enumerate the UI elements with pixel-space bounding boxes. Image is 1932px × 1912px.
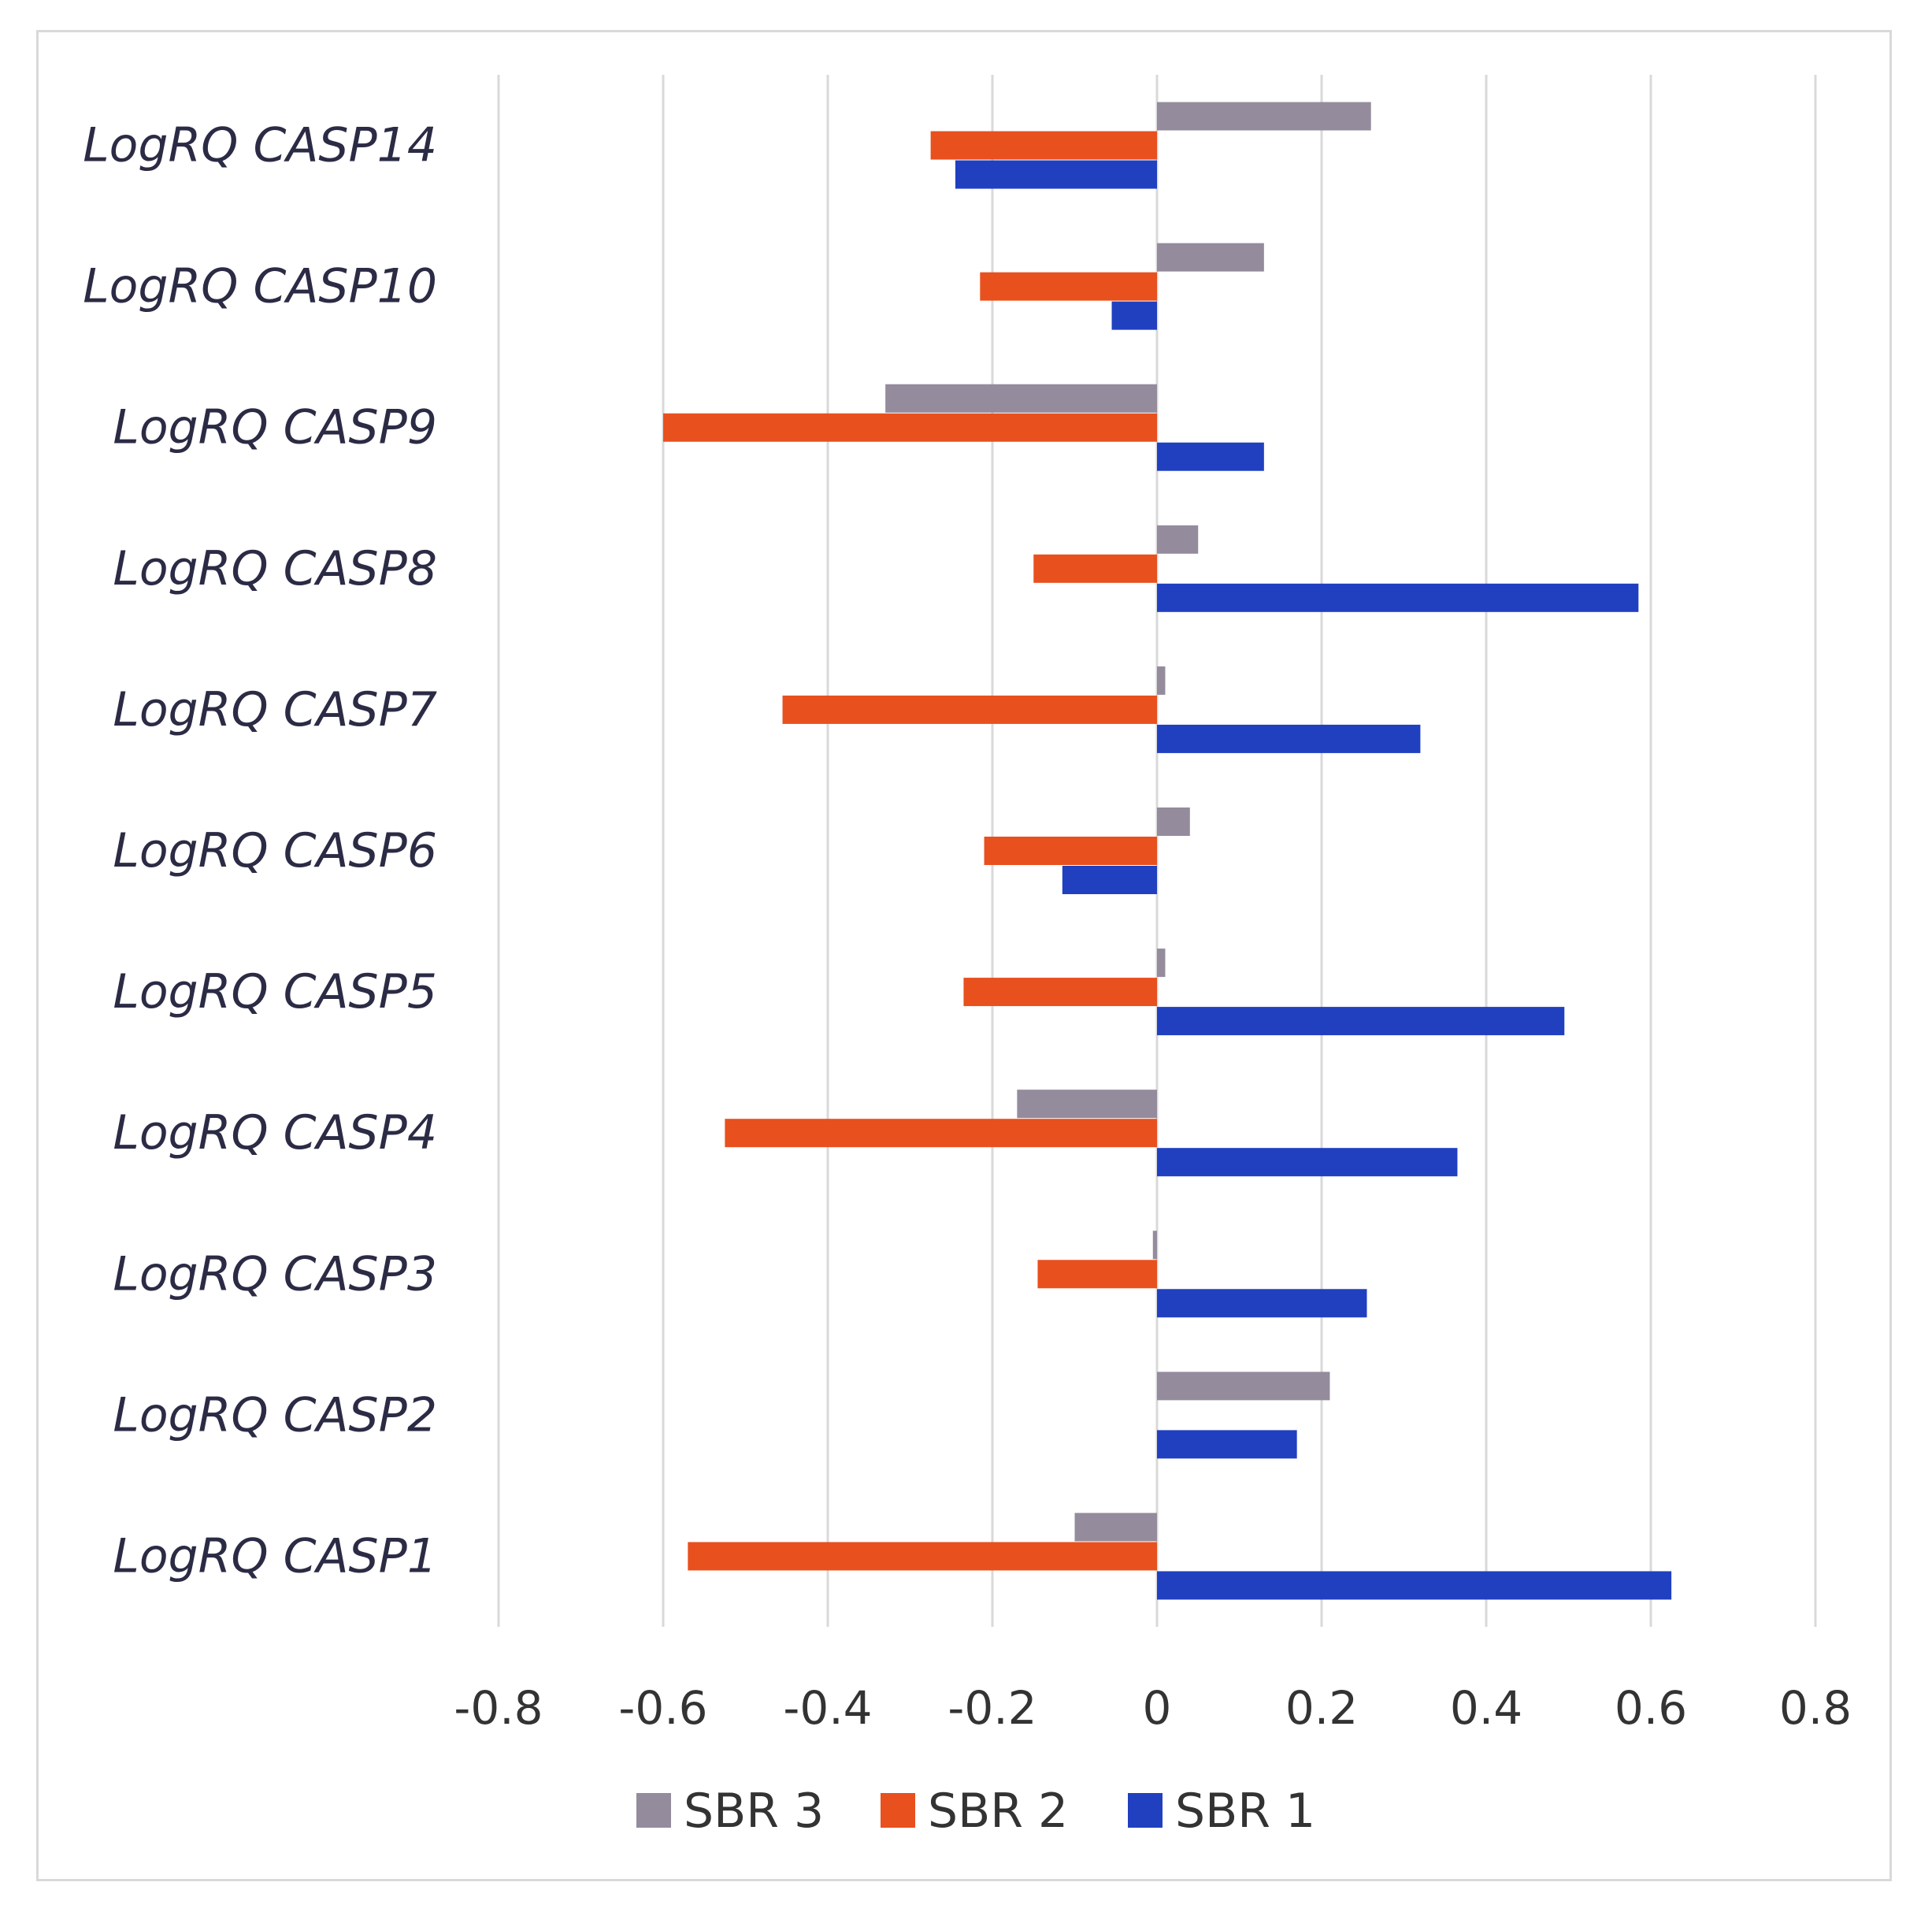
x-tick-label: 0 — [1143, 1681, 1172, 1735]
category-label: LogRQ CASP1 — [113, 1528, 437, 1583]
bar-sbr-1 — [1157, 724, 1421, 753]
category-label: LogRQ CASP5 — [113, 964, 437, 1019]
bars — [663, 102, 1672, 1600]
bar-sbr-2 — [1037, 1260, 1157, 1289]
legend: SBR 3 SBR 2 SBR 1 — [636, 1784, 1315, 1839]
x-tick-label: 0.4 — [1450, 1681, 1522, 1735]
x-tick-label: -0.6 — [618, 1681, 707, 1735]
x-tick-label: 0.6 — [1615, 1681, 1687, 1735]
category-label: LogRQ CASP4 — [113, 1105, 437, 1160]
bar-sbr-3 — [1157, 807, 1190, 836]
x-tick-label: -0.8 — [454, 1681, 543, 1735]
bar-sbr-2 — [930, 131, 1157, 160]
bar-sbr-2 — [984, 837, 1157, 865]
legend-label: SBR 3 — [684, 1784, 824, 1839]
bar-sbr-3 — [1157, 102, 1371, 131]
x-tick-label: -0.4 — [783, 1681, 872, 1735]
category-label: LogRQ CASP9 — [113, 400, 437, 455]
bar-sbr-3 — [1017, 1090, 1157, 1119]
category-label: LogRQ CASP10 — [83, 259, 437, 314]
bar-sbr-3 — [1152, 1231, 1157, 1260]
gridlines — [497, 75, 1817, 1627]
bar-sbr-1 — [1157, 1430, 1297, 1459]
bar-sbr-3 — [885, 384, 1157, 413]
category-label: LogRQ CASP6 — [113, 823, 437, 878]
bar-sbr-3 — [1157, 949, 1166, 978]
bar-sbr-3 — [1157, 1372, 1330, 1401]
bar-sbr-2 — [725, 1119, 1157, 1148]
bar-sbr-2 — [782, 695, 1157, 724]
legend-swatch — [636, 1793, 671, 1828]
x-tick-label: 0.8 — [1779, 1681, 1852, 1735]
bar-sbr-2 — [963, 978, 1157, 1007]
legend-label: SBR 1 — [1175, 1784, 1315, 1839]
bar-sbr-3 — [1157, 666, 1166, 695]
bar-sbr-3 — [1074, 1513, 1157, 1542]
category-label: LogRQ CASP14 — [83, 118, 437, 173]
bar-sbr-1 — [1111, 301, 1157, 330]
category-label: LogRQ CASP3 — [113, 1246, 437, 1301]
bar-sbr-1 — [1157, 442, 1264, 471]
bar-sbr-1 — [1157, 1289, 1367, 1318]
legend-swatch — [1128, 1793, 1163, 1828]
category-labels: LogRQ CASP14 LogRQ CASP10 LogRQ CASP9 LogRQ… — [83, 118, 437, 1584]
bar-sbr-2 — [980, 272, 1157, 301]
bar-sbr-1 — [1062, 866, 1157, 894]
legend-label: SBR 2 — [928, 1784, 1068, 1839]
x-tick-label: -0.2 — [947, 1681, 1036, 1735]
bar-sbr-2 — [688, 1542, 1157, 1571]
x-tick-label: 0.2 — [1285, 1681, 1358, 1735]
bar-sbr-2 — [1033, 554, 1157, 583]
x-tick-labels: -0.8 -0.6 -0.4 -0.2 0 0.2 0.4 0.6 0.8 — [454, 1681, 1852, 1735]
bar-sbr-3 — [1157, 525, 1199, 554]
bar-sbr-1 — [1157, 1148, 1458, 1177]
bar-sbr-1 — [1157, 1571, 1672, 1600]
bar-sbr-2 — [663, 413, 1157, 442]
legend-swatch — [881, 1793, 915, 1828]
category-label: LogRQ CASP7 — [113, 682, 437, 737]
category-label: LogRQ CASP8 — [113, 541, 437, 596]
bar-sbr-1 — [1157, 583, 1639, 612]
bar-sbr-3 — [1157, 243, 1264, 272]
bar-sbr-1 — [1157, 1007, 1565, 1036]
category-label: LogRQ CASP2 — [113, 1387, 437, 1442]
bar-sbr-1 — [955, 160, 1157, 189]
